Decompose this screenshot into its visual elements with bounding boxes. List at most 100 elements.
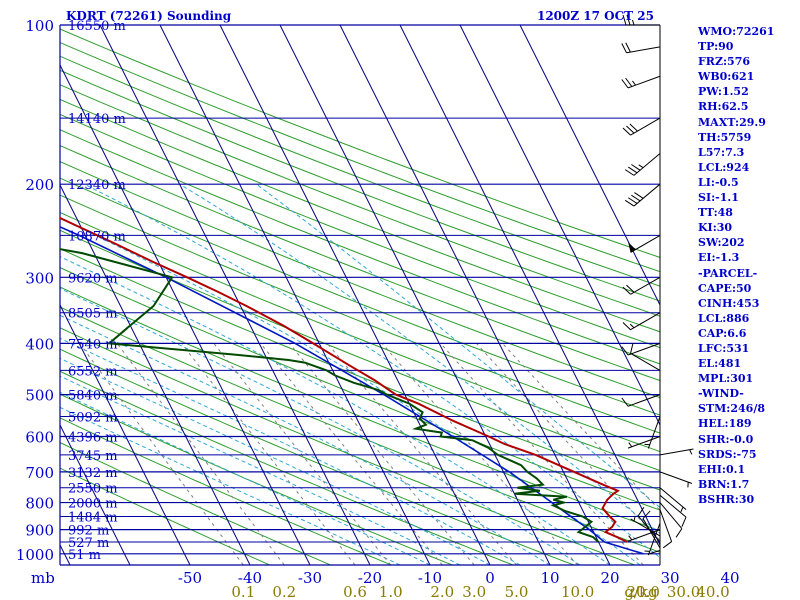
mixing-ratio-label: 2.0 [430, 583, 454, 600]
isotherm [60, 423, 131, 565]
moist-adiabat [60, 287, 581, 565]
moist-adiabat [84, 183, 660, 559]
wind-barb [659, 487, 687, 513]
wind-barb [649, 516, 661, 554]
index-item: LFC:531 [698, 341, 750, 355]
temperature-tick-label: -50 [178, 569, 202, 587]
dry-adiabat [60, 55, 660, 287]
dry-adiabat [60, 348, 575, 565]
index-item: FRZ:576 [698, 55, 751, 69]
height-label: 51 m [68, 548, 101, 563]
index-item: -WIND- [698, 387, 744, 401]
temperature-tick-label: -40 [238, 569, 262, 587]
dry-adiabat [60, 69, 660, 302]
index-item: STM:246/8 [698, 402, 765, 416]
isotherm [159, 25, 431, 565]
mixing-ratio-label: 3.0 [462, 583, 486, 600]
isotherm [339, 25, 611, 565]
index-item: WB0:621 [698, 70, 755, 84]
height-label: 12340 m [68, 178, 126, 193]
mixing-ratio-line [181, 343, 356, 565]
wind-barb [624, 183, 661, 207]
wind-barb [659, 448, 694, 456]
dry-adiabat [60, 327, 635, 565]
wind-barb [622, 14, 660, 26]
moist-adiabat [256, 183, 660, 509]
mixing-ratio-line [326, 343, 517, 565]
mixing-ratio-label: 40.0 [696, 583, 729, 600]
isotherm [279, 25, 551, 565]
pressure-label: 100 [25, 17, 54, 35]
pressure-label: 700 [25, 464, 54, 482]
wind-barb [621, 42, 661, 54]
height-label: 6552 m [68, 364, 118, 379]
height-label: 8505 m [68, 307, 118, 322]
pressure-label: 400 [25, 335, 54, 353]
isotherm [0, 25, 10, 565]
pressure-label: 200 [25, 176, 54, 194]
wind-barb [644, 522, 661, 556]
index-item: CAPE:50 [698, 281, 752, 295]
temperature-tick-label: -30 [298, 569, 322, 587]
height-label: 527 m [68, 536, 109, 551]
height-label: 2000 m [68, 497, 118, 512]
index-item: TT:48 [698, 206, 733, 220]
wind-barb [659, 502, 683, 538]
index-item: RH:62.5 [698, 100, 749, 114]
wind-barb [637, 506, 661, 543]
dry-adiabat [60, 144, 660, 382]
height-label: 16550 m [68, 19, 126, 34]
dry-adiabat [60, 113, 660, 349]
index-item: EHI:0.1 [698, 462, 746, 476]
dry-adiabat [60, 393, 453, 565]
mixing-ratio-line [79, 343, 244, 565]
isotherm [60, 303, 191, 565]
mixing-ratio-unit: g/kg [624, 583, 658, 600]
pressure-label: 300 [25, 269, 54, 287]
height-label: 3745 m [68, 449, 118, 464]
index-item: SI:-1.1 [698, 191, 739, 205]
index-item: SW:202 [698, 236, 745, 250]
mixing-ratio-line [381, 343, 578, 565]
parcel-trace [60, 226, 644, 555]
wind-barb [621, 75, 661, 89]
wind-barb [642, 510, 661, 549]
moist-adiabat [60, 357, 491, 565]
temperature-tick-label: 20 [600, 569, 619, 587]
index-item: TP:90 [698, 40, 734, 54]
dry-adiabat [60, 28, 660, 258]
moist-adiabat [60, 391, 431, 565]
index-item: L57:7.3 [698, 145, 745, 159]
wind-barbs [621, 14, 694, 556]
mixing-ratio-line [116, 343, 285, 565]
index-item: SRDS:-75 [698, 447, 757, 461]
index-item: WMO:72261 [698, 25, 775, 38]
height-label: 992 m [68, 524, 109, 539]
mixing-ratio-label: 0.6 [343, 583, 367, 600]
index-item: HEL:189 [698, 417, 752, 431]
mixing-ratio-label: 0.1 [231, 583, 255, 600]
wind-barb [622, 312, 661, 331]
dry-adiabat [60, 41, 660, 273]
mixing-ratio-label: 20.0 [627, 583, 660, 600]
dry-adiabat [60, 98, 660, 333]
dry-adiabat [60, 267, 660, 511]
height-label: 9620 m [68, 271, 118, 286]
height-label: 4396 m [68, 430, 118, 445]
mixing-ratio-label: 30.0 [667, 583, 700, 600]
mixing-ratio-line [288, 343, 475, 565]
temperature-tick-label: 30 [660, 569, 679, 587]
dry-adiabat [60, 286, 660, 532]
dry-adiabat [60, 248, 660, 491]
pressure-label: 500 [25, 387, 54, 405]
dry-adiabat [60, 177, 660, 416]
mixing-ratio-lines [79, 343, 660, 565]
x-unit-label: mb [31, 569, 55, 587]
wind-barb [622, 117, 661, 136]
wind-barb [659, 509, 673, 549]
dry-adiabat [60, 161, 660, 399]
isobars [59, 24, 661, 566]
moist-adiabat [179, 183, 660, 534]
index-item: LI:-0.5 [698, 175, 739, 189]
